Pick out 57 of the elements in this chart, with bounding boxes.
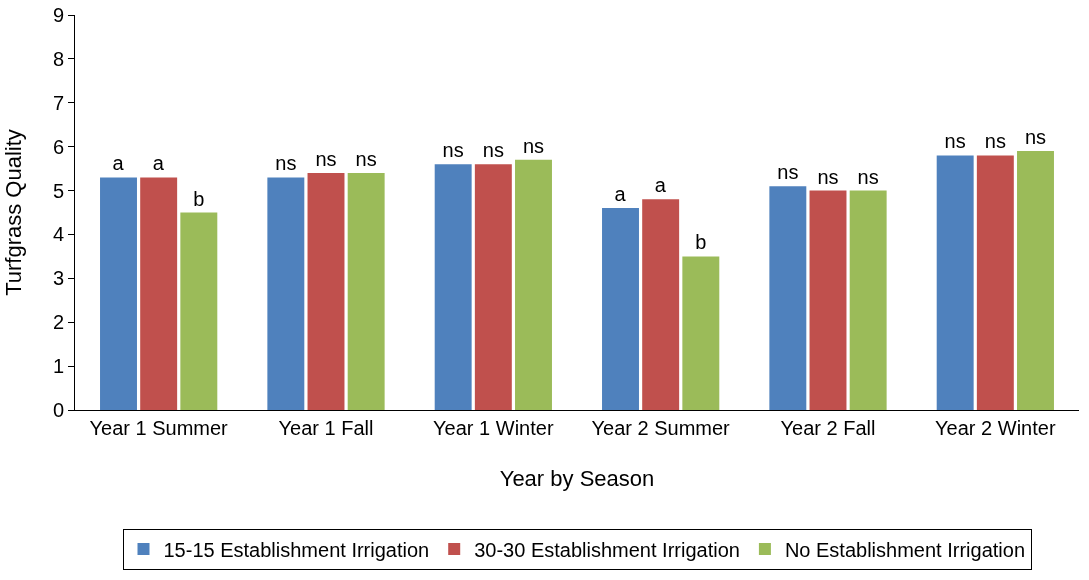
x-tick-label: Year 1 Summer xyxy=(89,417,229,439)
data-label: a xyxy=(654,174,667,197)
data-label: ns xyxy=(1024,126,1047,149)
bar xyxy=(180,212,218,410)
bar xyxy=(474,164,512,410)
x-tick-label: Year 1 Fall xyxy=(278,417,374,439)
bar xyxy=(809,190,847,410)
legend-label: 15-15 Establishment Irrigation xyxy=(163,538,430,561)
x-tick-label: Year 2 Summer xyxy=(591,417,731,439)
y-tick-label: 3 xyxy=(52,267,64,290)
bar xyxy=(267,177,305,410)
y-tick-label: 6 xyxy=(52,135,64,158)
bar xyxy=(936,155,974,410)
data-label: ns xyxy=(522,134,545,157)
bar xyxy=(515,159,552,410)
bar xyxy=(769,186,807,410)
y-tick-label: 4 xyxy=(52,223,64,246)
x-tick-label: Year 2 Fall xyxy=(780,417,876,439)
x-tick-label: Year 2 Winter xyxy=(935,417,1056,439)
data-label: ns xyxy=(984,130,1006,153)
y-tick-label: 7 xyxy=(52,91,64,114)
bar xyxy=(434,164,472,410)
y-tick-label: 0 xyxy=(52,399,64,421)
data-label: ns xyxy=(777,161,799,184)
bar xyxy=(347,173,385,410)
data-label: a xyxy=(614,183,627,206)
bar xyxy=(307,173,345,410)
y-tick-label: 1 xyxy=(52,355,64,378)
data-label: a xyxy=(112,152,125,175)
bar xyxy=(976,155,1014,410)
legend-label: 30-30 Establishment Irrigation xyxy=(474,538,740,561)
data-label: b xyxy=(695,231,707,254)
y-tick-label: 8 xyxy=(52,47,64,70)
y-tick-label: 9 xyxy=(52,4,64,26)
data-label: a xyxy=(152,152,165,175)
y-tick-label: 2 xyxy=(52,311,64,334)
data-label: b xyxy=(193,187,205,210)
bar xyxy=(100,177,137,410)
y-tick-label: 5 xyxy=(52,179,64,202)
data-label: ns xyxy=(817,165,839,188)
bar xyxy=(682,256,720,410)
data-label: ns xyxy=(482,139,504,162)
data-label: ns xyxy=(442,139,464,162)
y-axis-title: Turfgrass Quality xyxy=(1,129,26,296)
legend-label: No Establishment Irrigation xyxy=(784,538,1026,561)
bar xyxy=(140,177,178,410)
data-label: ns xyxy=(315,148,337,170)
x-tick-label: Year 1 Winter xyxy=(433,417,554,439)
x-axis-title: Year by Season xyxy=(499,466,655,491)
bar xyxy=(849,190,887,410)
data-label: ns xyxy=(355,148,377,170)
bar xyxy=(642,199,680,410)
data-label: ns xyxy=(857,165,879,188)
bar xyxy=(602,208,639,410)
data-label: ns xyxy=(944,130,966,153)
data-label: ns xyxy=(275,152,297,175)
bar xyxy=(1017,151,1054,410)
